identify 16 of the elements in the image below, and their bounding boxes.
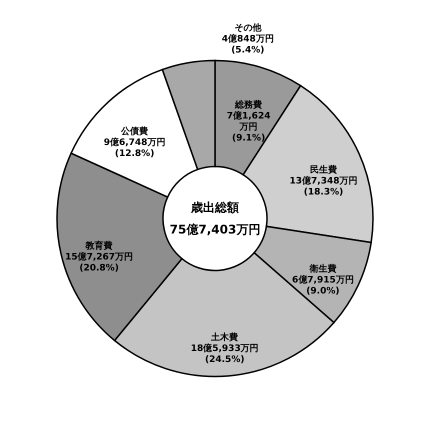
data-label: 13億7,348万円 (18.3%) — [290, 176, 358, 198]
data-label: 7億1,624 万円 (9.1%) — [226, 110, 270, 144]
text: 75億7,403万円 — [170, 222, 260, 236]
data-label: 15億7,267万円 (20.8%) — [65, 251, 134, 274]
data-label: 18億5,933万円 (24.5%) — [190, 343, 259, 366]
data-label: 4億848万円 (5.4%) — [222, 33, 274, 56]
slice-label: 公債費 — [120, 126, 148, 137]
slice-label: 総務費 — [234, 99, 262, 110]
text: 歳出総額 — [190, 200, 239, 214]
slice-label: その他 — [234, 22, 262, 34]
slice-label: 衛生費 — [308, 264, 336, 275]
slice-label: 民生費 — [310, 164, 338, 176]
slice-label: 土木費 — [210, 332, 238, 344]
slice-label: 教育費 — [84, 239, 113, 252]
data-label: 6億7,915万円 (9.0%) — [292, 274, 354, 297]
data-label: 9億6,748万円 (12.8%) — [104, 136, 166, 159]
